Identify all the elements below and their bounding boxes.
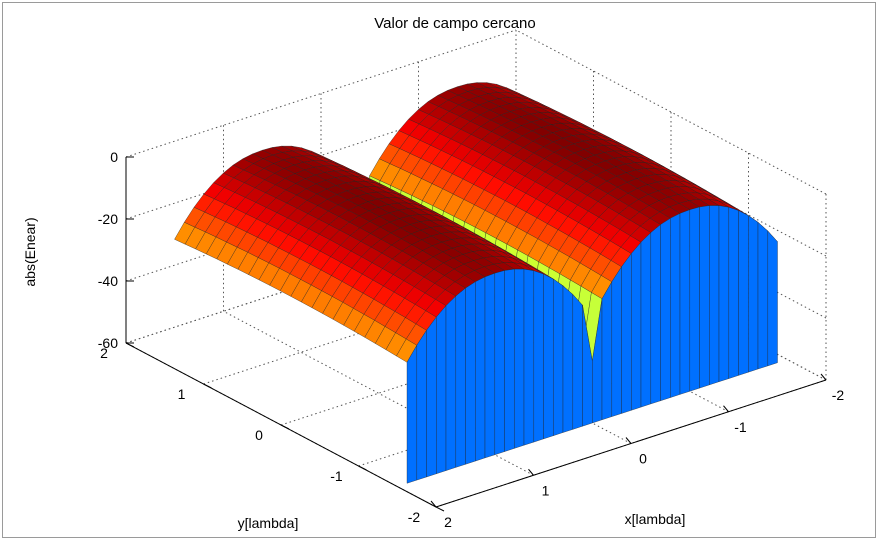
surface-patch	[660, 217, 671, 402]
chart-title: Valor de campo cercano	[374, 15, 535, 32]
surface-patch	[572, 294, 583, 430]
x-tick-mark	[528, 468, 534, 476]
z-tick-label: -40	[98, 273, 118, 289]
x-tick-label: 0	[639, 451, 647, 467]
y-tick-mark	[435, 506, 445, 512]
surface-patch	[728, 206, 739, 379]
surface-patch	[416, 329, 427, 481]
tick-labels-layer: -60 -40 -20 0 -2 -1 0 1 2 -2 -1 0 1 2	[98, 149, 845, 530]
y-tick-mark	[203, 383, 212, 389]
surface-patch	[670, 213, 681, 398]
surface-patch	[738, 210, 749, 376]
surface-patch	[494, 270, 505, 456]
surface-layer	[174, 82, 778, 484]
surface-patch	[436, 305, 447, 475]
surface-patch	[718, 205, 729, 382]
surface-patch	[426, 316, 437, 478]
left-wall-grid-line	[125, 215, 517, 344]
x-tick-label: -2	[832, 387, 845, 403]
x-tick-label: -1	[734, 419, 747, 435]
surface-patch	[699, 205, 710, 389]
x-axis-label: x[lambda]	[625, 511, 686, 527]
y-tick-label: -2	[408, 509, 421, 525]
surface-patch	[621, 253, 632, 414]
y-tick-mark	[358, 465, 367, 471]
x-tick-label: 1	[542, 482, 550, 498]
surface-patch	[406, 344, 417, 484]
surface-patch	[640, 232, 651, 408]
surface-patch	[757, 221, 768, 370]
x-tick-mark	[820, 373, 827, 381]
surface-patch	[562, 285, 573, 433]
x-tick-mark	[430, 500, 437, 508]
surface-patch	[514, 268, 525, 449]
surface-patch	[709, 205, 720, 386]
axes-layer	[125, 156, 827, 512]
surface-patch	[748, 215, 759, 373]
surface-patch	[465, 281, 476, 465]
z-tick-label: 0	[110, 149, 118, 165]
surface-patch	[455, 287, 466, 468]
y-tick-label: 1	[178, 386, 186, 402]
surface-patch	[543, 273, 554, 440]
x-tick-mark	[625, 437, 632, 444]
y-axis-label: y[lambda]	[238, 515, 299, 531]
surface-patch	[689, 206, 700, 392]
surface-patch	[601, 281, 612, 421]
surface-patch	[445, 295, 456, 471]
y-tick-label: 2	[100, 345, 108, 361]
floor-grid-line	[203, 256, 594, 385]
y-tick-mark	[280, 424, 290, 430]
surface-patch	[679, 209, 690, 395]
surface-patch	[523, 268, 534, 446]
surface-patch	[553, 278, 564, 436]
x-tick-mark	[723, 405, 729, 413]
surface-patch	[631, 241, 642, 411]
surface-patch	[504, 268, 515, 452]
y-tick-label: -1	[330, 468, 343, 484]
z-tick-label: -20	[98, 211, 118, 227]
x-tick-label: 2	[444, 514, 452, 530]
surface-patch	[484, 272, 495, 459]
left-wall-grid-line	[125, 153, 517, 282]
y-tick-mark	[125, 342, 135, 348]
floor-grid-line	[280, 297, 672, 426]
left-wall-grid-line	[125, 91, 517, 220]
z-tick-label: -60	[98, 335, 118, 351]
surface-patch	[650, 224, 661, 405]
surface-patch	[611, 266, 622, 417]
z-axis-label: abs(Enear)	[22, 217, 38, 286]
surface-patch	[475, 276, 486, 462]
left-wall-grid-line	[125, 29, 517, 158]
surface-patch	[533, 270, 544, 443]
y-tick-label: 0	[255, 427, 263, 443]
surface-patch	[767, 230, 778, 367]
